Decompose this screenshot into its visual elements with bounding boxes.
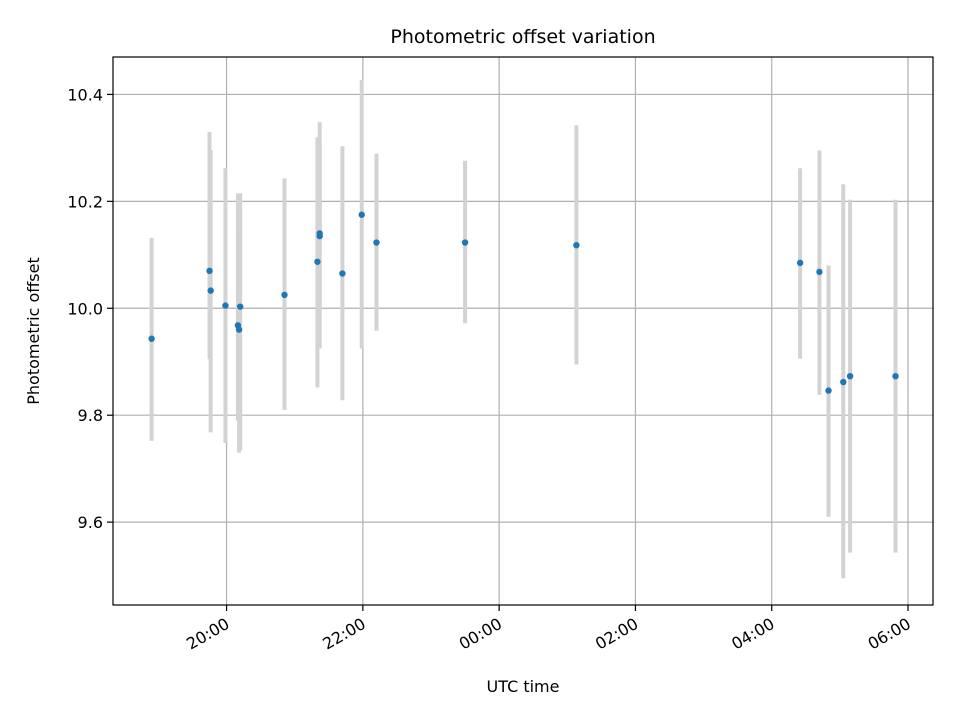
y-axis-label: Photometric offset [24,257,43,405]
data-point [316,230,323,237]
y-tick-label: 10.2 [67,192,103,211]
data-point [207,287,214,294]
data-point [816,268,823,276]
data-point [892,372,899,380]
y-tick-label: 10.0 [67,299,103,318]
data-point [573,241,580,249]
data-point [825,387,832,394]
plot-frame [112,56,934,606]
data-point [339,270,346,277]
x-axis-label: UTC time [487,677,560,696]
y-axis-ticks: 9.6 9.8 10.0 10.2 10.4 [67,85,113,532]
data-point [846,372,854,380]
data-point [148,335,155,342]
data-point [222,302,229,309]
data-point [235,326,243,333]
data-point [840,378,847,386]
plot-area [113,57,933,605]
y-tick-label: 9.6 [78,513,103,532]
y-tick-label: 10.4 [67,85,103,104]
data-point [206,267,213,275]
data-point [373,239,380,246]
data-point [358,211,365,218]
data-point [237,303,244,310]
y-tick-label: 9.8 [78,406,103,425]
grid-lines [113,57,933,605]
data-point [796,259,804,267]
data-point [461,239,469,246]
data-point [281,291,288,299]
data-points [148,211,899,394]
data-point [314,258,321,265]
chart-title: Photometric offset variation [390,26,655,48]
